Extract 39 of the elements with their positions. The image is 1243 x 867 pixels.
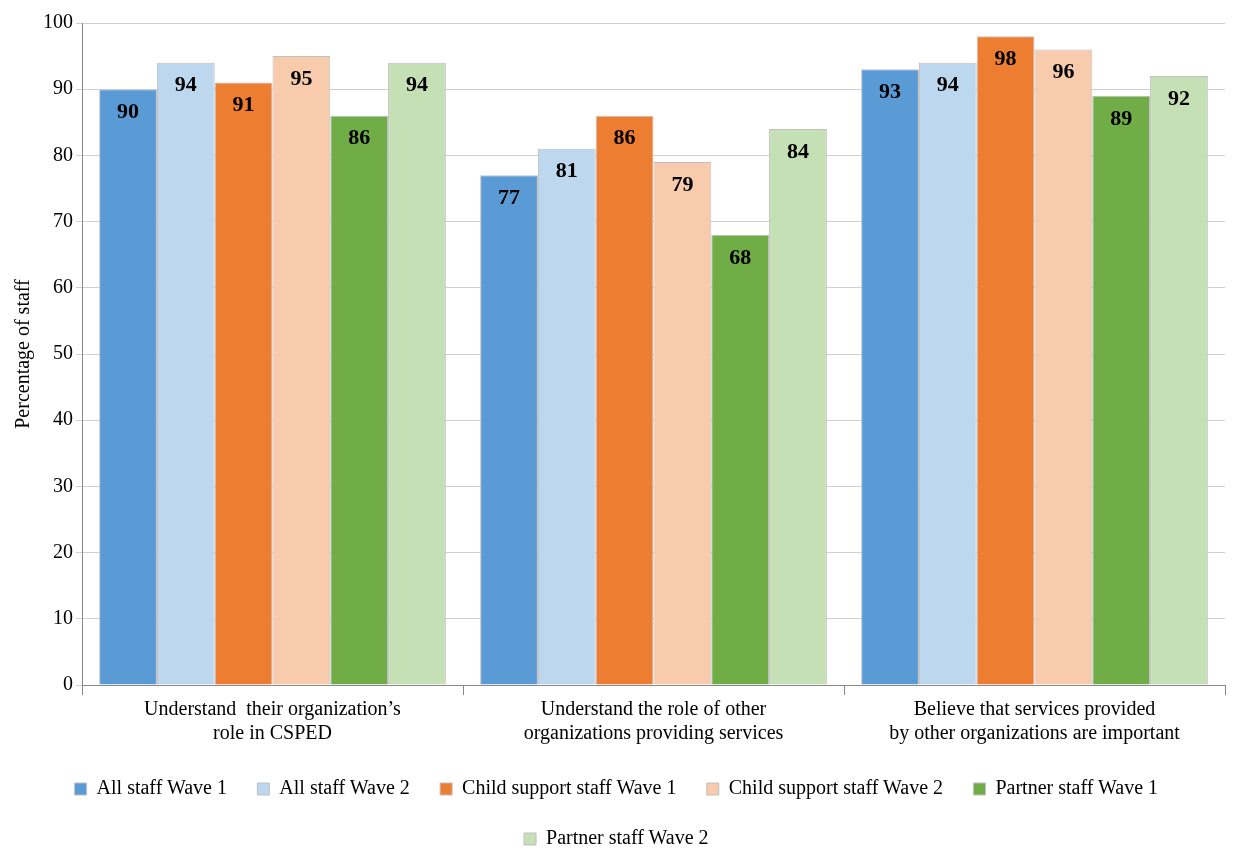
y-tick-label: 0 bbox=[63, 672, 73, 695]
y-tick-label: 100 bbox=[43, 10, 73, 33]
legend-label: Child support staff Wave 1 bbox=[462, 776, 677, 800]
data-label: 86 bbox=[613, 124, 636, 150]
data-label: 89 bbox=[1110, 104, 1133, 130]
x-tick-label: Understand their organization’s role in CSPED bbox=[144, 697, 402, 744]
legend-label: All staff Wave 2 bbox=[279, 776, 410, 799]
y-tick-label: 50 bbox=[53, 341, 73, 364]
data-label: 96 bbox=[1052, 58, 1075, 84]
legend-label: All staff Wave 1 bbox=[96, 776, 228, 799]
legend-label: Partner staff Wave 2 bbox=[546, 826, 709, 849]
data-label: 86 bbox=[348, 124, 371, 150]
data-label: 77 bbox=[498, 183, 521, 209]
y-tick-label: 60 bbox=[53, 275, 73, 298]
y-tick-label: 80 bbox=[53, 142, 73, 165]
data-label: 94 bbox=[405, 71, 428, 97]
legend-label: Child support staff Wave 2 bbox=[728, 776, 944, 800]
data-label: 90 bbox=[117, 97, 140, 123]
x-tick-label: Understand the role of other organizations providing services bbox=[523, 697, 784, 745]
data-label: 81 bbox=[555, 157, 578, 183]
legend-label: Partner staff Wave 1 bbox=[995, 776, 1159, 799]
data-label: 84 bbox=[786, 137, 809, 163]
y-axis-title: Percentage of staff bbox=[11, 278, 35, 429]
data-label: 79 bbox=[671, 170, 694, 196]
y-tick-label: 20 bbox=[53, 539, 73, 562]
data-label: 95 bbox=[290, 64, 313, 90]
data-label: 94 bbox=[936, 71, 959, 97]
y-tick-label: 90 bbox=[53, 76, 73, 99]
y-tick-label: 10 bbox=[53, 606, 73, 629]
x-tick-label: Believe that services provided by other organizations are important bbox=[889, 697, 1181, 745]
data-label: 92 bbox=[1167, 84, 1190, 110]
y-tick-label: 30 bbox=[53, 473, 73, 496]
data-label: 68 bbox=[729, 243, 752, 269]
data-label: 93 bbox=[879, 78, 902, 104]
data-label: 98 bbox=[994, 44, 1017, 70]
y-tick-label: 70 bbox=[53, 208, 73, 231]
data-label: 91 bbox=[232, 91, 255, 117]
y-tick-label: 40 bbox=[53, 407, 73, 430]
data-label: 94 bbox=[174, 71, 197, 97]
